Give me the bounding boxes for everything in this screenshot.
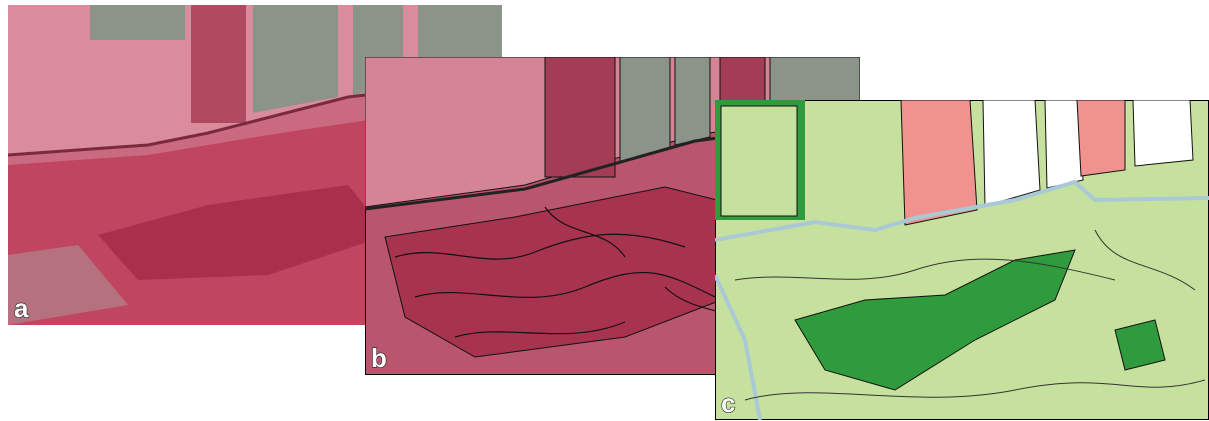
field-white	[1132, 100, 1194, 167]
field-dark	[544, 57, 616, 178]
field-gray	[90, 5, 185, 40]
field-gray	[674, 57, 711, 146]
wetland-dark	[98, 185, 388, 280]
panel-c: c	[715, 100, 1209, 420]
field-pink	[900, 100, 978, 226]
river	[715, 274, 762, 420]
segments	[734, 229, 1206, 401]
river	[715, 179, 1209, 242]
meadow	[8, 245, 128, 325]
field-white	[982, 100, 1041, 207]
field-gray	[619, 57, 671, 163]
field-gray	[253, 5, 338, 113]
forest-patch	[794, 249, 1076, 391]
segments	[394, 206, 776, 338]
forest-patch	[1114, 319, 1166, 371]
field	[720, 105, 798, 217]
panel-label: b	[371, 343, 387, 373]
field-white	[1044, 100, 1084, 189]
panel-label: c	[721, 388, 735, 418]
field-pink	[1076, 100, 1126, 177]
field-dark	[191, 5, 246, 123]
panel-label: a	[14, 293, 29, 323]
